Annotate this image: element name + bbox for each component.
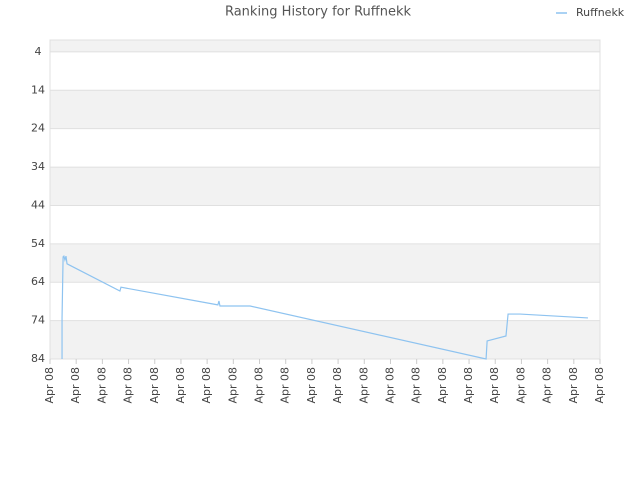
x-tick-label: Apr 08	[69, 367, 82, 404]
x-tick-label: Apr 08	[436, 367, 449, 404]
band	[50, 320, 600, 359]
y-tick-label: 74	[31, 314, 45, 327]
x-tick-label: Apr 08	[148, 367, 161, 404]
band	[50, 167, 600, 206]
x-tick-label: Apr 08	[174, 367, 187, 404]
band	[50, 243, 600, 283]
band	[50, 282, 600, 321]
x-tick-label: Apr 08	[331, 367, 344, 404]
y-tick-label: 44	[31, 198, 45, 211]
x-tick-label: Apr 08	[200, 367, 213, 404]
x-tick-label: Apr 08	[305, 367, 318, 404]
band	[50, 205, 600, 244]
band	[50, 51, 600, 91]
legend-label: Ruffnekk	[576, 6, 625, 19]
x-tick-label: Apr 08	[357, 367, 370, 404]
x-tick-label: Apr 08	[43, 367, 56, 404]
y-tick-label: 24	[31, 122, 45, 135]
y-tick-label: 64	[31, 275, 45, 288]
x-tick-label: Apr 08	[410, 367, 423, 404]
x-tick-label: Apr 08	[226, 367, 239, 404]
x-tick-label: Apr 08	[593, 367, 606, 404]
plot-border	[49, 39, 601, 360]
x-tick-label: Apr 08	[541, 367, 554, 404]
chart-title: Ranking History for Ruffnekk	[225, 5, 412, 20]
bands	[50, 40, 600, 359]
x-tick-label: Apr 08	[383, 367, 396, 404]
y-tick-label: 34	[31, 160, 45, 173]
x-tick-label: Apr 08	[567, 367, 580, 404]
band	[50, 128, 600, 168]
band	[50, 40, 600, 52]
y-tick-label: 84	[31, 352, 45, 365]
y-tick-label: 4	[35, 45, 42, 58]
x-tick-label: Apr 08	[95, 367, 108, 404]
x-tick-label: Apr 08	[122, 367, 135, 404]
x-tick-label: Apr 08	[462, 367, 475, 404]
y-tick-label: 54	[31, 237, 45, 250]
x-tick-label: Apr 08	[514, 367, 527, 404]
x-tick-label: Apr 08	[253, 367, 266, 404]
x-tick-label: Apr 08	[279, 367, 292, 404]
y-tick-label: 14	[31, 83, 45, 96]
x-tick-label: Apr 08	[488, 367, 501, 404]
line-series	[61, 254, 588, 360]
band	[50, 90, 600, 129]
